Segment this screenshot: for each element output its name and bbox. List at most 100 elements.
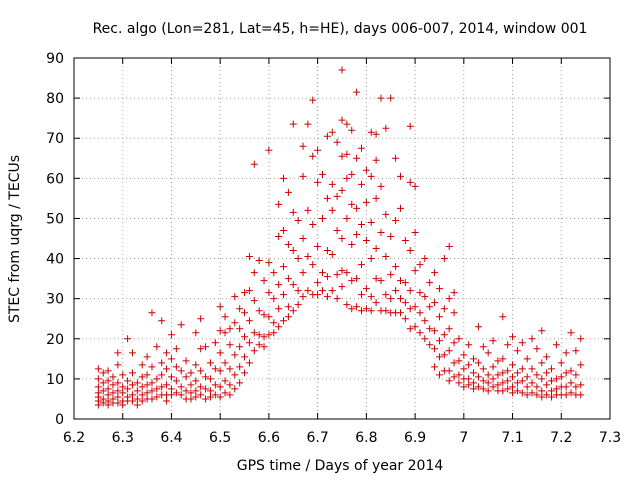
data-point: [431, 269, 439, 277]
data-point: [450, 289, 458, 297]
data-point: [465, 341, 473, 349]
data-point: [128, 369, 136, 377]
data-point: [431, 327, 439, 335]
data-point: [328, 128, 336, 136]
data-point: [182, 357, 190, 365]
data-point: [221, 359, 229, 367]
data-point: [197, 315, 205, 323]
data-point: [265, 289, 273, 297]
y-tick-label: 80: [46, 91, 64, 107]
data-point: [543, 391, 551, 399]
data-point: [94, 365, 102, 373]
data-point: [489, 375, 497, 383]
data-point: [577, 335, 585, 343]
data-point: [270, 329, 278, 337]
data-point: [104, 367, 112, 375]
data-point: [474, 323, 482, 331]
data-point: [245, 317, 253, 325]
data-point: [431, 299, 439, 307]
data-point: [177, 367, 185, 375]
data-point: [470, 379, 478, 387]
data-point: [284, 241, 292, 249]
data-point: [518, 377, 526, 385]
data-point: [172, 389, 180, 397]
data-point: [499, 387, 507, 395]
data-point: [333, 295, 341, 303]
data-point: [226, 325, 234, 333]
data-point: [289, 208, 297, 216]
data-point: [99, 379, 107, 387]
data-point: [401, 279, 409, 287]
x-tick-label: 6.2: [63, 430, 85, 446]
data-point: [504, 341, 512, 349]
data-point: [158, 383, 166, 391]
data-point: [94, 375, 102, 383]
data-point: [372, 194, 380, 202]
data-point: [513, 387, 521, 395]
data-point: [119, 389, 127, 397]
data-point: [333, 226, 341, 234]
data-point: [299, 293, 307, 301]
data-point: [265, 259, 273, 267]
data-point: [392, 287, 400, 295]
data-point: [357, 307, 365, 315]
y-tick-label: 0: [55, 412, 64, 428]
data-point: [284, 313, 292, 321]
data-point: [348, 241, 356, 249]
data-point: [455, 371, 463, 379]
data-point: [275, 281, 283, 289]
x-tick-label: 6.5: [209, 430, 231, 446]
data-point: [494, 371, 502, 379]
data-point: [338, 186, 346, 194]
data-point: [109, 373, 117, 381]
data-point: [260, 333, 268, 341]
data-point: [323, 132, 331, 140]
y-axis-label: STEC from uqrg / TECUs: [7, 155, 23, 323]
data-point: [528, 389, 536, 397]
y-axis-ticks: 0 10 20 30 40 50 60 70 80 90: [46, 51, 610, 428]
data-point: [372, 130, 380, 138]
data-point: [523, 391, 531, 399]
data-point: [128, 397, 136, 405]
data-point: [372, 156, 380, 164]
data-point: [470, 369, 478, 377]
data-point: [435, 371, 443, 379]
data-point: [270, 269, 278, 277]
data-point: [523, 383, 531, 391]
data-point: [250, 329, 258, 337]
data-point: [309, 96, 317, 104]
data-point: [216, 367, 224, 375]
data-point: [523, 355, 531, 363]
data-point: [513, 369, 521, 377]
data-point: [99, 369, 107, 377]
data-point: [304, 253, 312, 261]
data-point: [148, 363, 156, 371]
data-point: [338, 235, 346, 242]
data-point: [474, 359, 482, 367]
data-point: [275, 305, 283, 313]
data-points: [94, 66, 585, 409]
data-point: [206, 393, 214, 401]
data-point: [528, 335, 536, 343]
data-point: [533, 371, 541, 379]
x-tick-label: 7.3: [599, 430, 621, 446]
data-point: [114, 387, 122, 395]
data-point: [94, 383, 102, 391]
data-point: [338, 66, 346, 74]
data-point: [377, 277, 385, 285]
data-point: [348, 277, 356, 285]
data-point: [343, 301, 351, 309]
data-point: [241, 309, 249, 317]
data-point: [284, 303, 292, 311]
data-point: [362, 166, 370, 174]
data-point: [392, 216, 400, 224]
data-point: [348, 200, 356, 208]
data-point: [114, 349, 122, 357]
data-point: [548, 387, 556, 395]
data-point: [328, 287, 336, 295]
data-point: [382, 291, 390, 299]
data-point: [187, 369, 195, 377]
data-point: [153, 343, 161, 351]
data-point: [250, 347, 258, 355]
